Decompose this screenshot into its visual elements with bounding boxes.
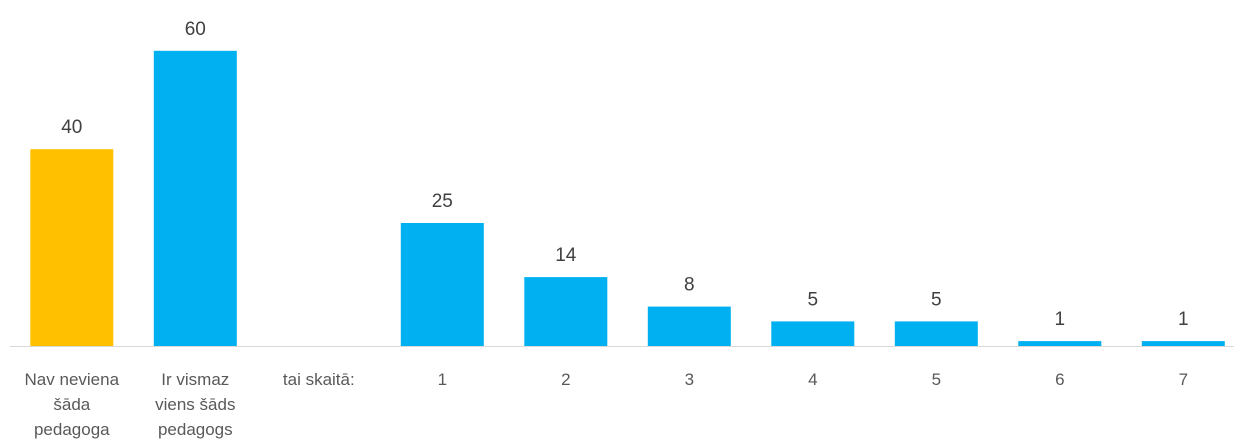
category-label-line: pedagoga — [34, 420, 110, 439]
category-label-10: 7 — [1179, 370, 1188, 389]
category-label-3: tai skaitā: — [283, 370, 355, 389]
bar-8 — [894, 321, 978, 346]
category-label-1: Nav neviena šāda pedagoga — [25, 370, 120, 439]
category-label-line: viens šāds — [155, 395, 235, 414]
category-label-line: šāda — [53, 395, 90, 414]
value-label-7: 5 — [808, 289, 819, 310]
bar-7 — [771, 321, 855, 346]
value-label-8: 5 — [931, 289, 942, 310]
category-label-line: 6 — [1055, 370, 1064, 389]
value-label-2: 60 — [185, 19, 206, 40]
bar-9 — [1018, 341, 1102, 346]
value-label-1: 40 — [61, 117, 82, 138]
category-labels-group: Nav neviena šāda pedagoga Ir vismaz viens šā… — [25, 370, 1188, 439]
category-label-line: 1 — [438, 370, 447, 389]
value-labels-group: 40 60 25 14 8 5 5 1 1 — [61, 19, 1188, 330]
category-label-line: 3 — [685, 370, 694, 389]
value-label-5: 14 — [555, 245, 577, 266]
category-label-2: Ir vismaz viens šāds pedagogs — [155, 370, 235, 439]
bar-4 — [400, 223, 484, 346]
value-label-9: 1 — [1055, 309, 1066, 330]
category-label-line: 7 — [1179, 370, 1188, 389]
category-label-line: 2 — [561, 370, 570, 389]
category-label-5: 2 — [561, 370, 570, 389]
value-label-6: 8 — [684, 275, 695, 296]
category-label-line: Ir vismaz — [161, 370, 229, 389]
category-label-4: 1 — [438, 370, 447, 389]
bars-group — [30, 50, 1225, 347]
category-label-line: Nav neviena — [25, 370, 120, 389]
bar-6 — [647, 306, 731, 346]
category-label-8: 5 — [932, 370, 941, 389]
category-label-7: 4 — [808, 370, 817, 389]
value-label-4: 25 — [432, 191, 453, 212]
category-label-6: 3 — [685, 370, 694, 389]
category-label-line: 5 — [932, 370, 941, 389]
bar-10 — [1141, 341, 1225, 346]
bar-5 — [524, 277, 608, 346]
category-label-line: tai skaitā: — [283, 370, 355, 389]
category-label-9: 6 — [1055, 370, 1064, 389]
value-label-10: 1 — [1178, 309, 1189, 330]
category-label-line: 4 — [808, 370, 817, 389]
bar-1 — [30, 149, 114, 346]
category-label-line: pedagogs — [158, 420, 233, 439]
bar-2 — [153, 50, 237, 347]
